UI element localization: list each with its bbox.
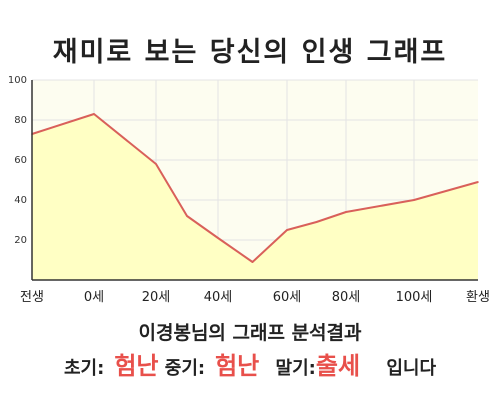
data-point [155,163,157,165]
x-tick-label: 환생 [466,290,490,305]
x-tick-label: 80세 [332,290,361,305]
x-tick-label: 전생 [20,290,44,305]
analysis-result: 초기: 험난 중기: 험난 말기:출세 입니다 [0,346,500,381]
middle-label: 중기: [164,358,206,379]
x-tick-label: 40세 [204,290,233,305]
y-tick-label: 80 [14,115,27,126]
late-label: 말기: [275,358,316,379]
x-tick-label: 0세 [84,290,104,305]
chart-title: 재미로 보는 당신의 인생 그래프 [52,37,448,68]
series-area [32,114,478,280]
y-tick-label: 100 [8,75,27,86]
early-value: 험난 [114,352,159,380]
result-suffix: 입니다 [386,358,437,379]
analysis-heading: 이경봉님의 그래프 분석결과 [138,322,362,344]
data-point [217,237,219,239]
middle-value: 험난 [215,352,260,380]
x-tick-label: 60세 [273,290,302,305]
x-tick-label: 100세 [396,290,433,305]
y-tick-label: 20 [14,235,27,246]
data-point [93,113,95,115]
data-point [286,229,288,231]
y-tick-label: 60 [14,155,27,166]
data-point [477,181,479,183]
data-point [413,199,415,201]
data-point [345,211,347,213]
early-label: 초기: [63,358,105,379]
data-point [186,215,188,217]
late-value: 출세 [315,352,361,380]
data-point [251,261,254,263]
data-point [315,221,318,223]
x-tick-label: 20세 [142,290,171,305]
y-tick-label: 40 [14,195,27,206]
